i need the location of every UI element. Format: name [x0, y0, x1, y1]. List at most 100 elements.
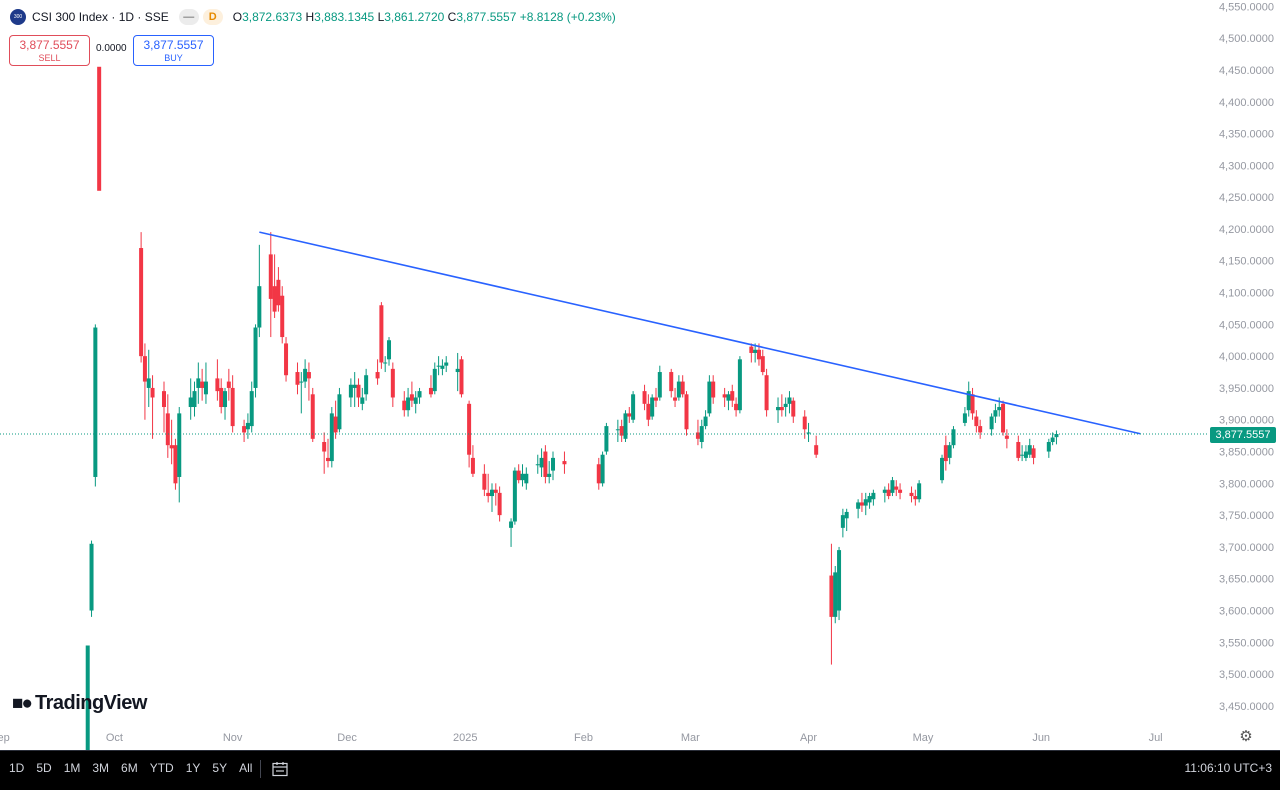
- tradingview-logo[interactable]: ■● TradingView: [12, 692, 147, 715]
- candle: [547, 461, 552, 484]
- candle-body: [303, 368, 308, 382]
- minus-icon[interactable]: —: [178, 9, 199, 25]
- sell-button[interactable]: 3,877.5557 SELL: [9, 35, 90, 66]
- candle-body: [551, 457, 556, 471]
- candle: [676, 375, 681, 401]
- candle-body: [833, 572, 838, 617]
- candle-body: [161, 391, 166, 408]
- candle: [600, 451, 605, 487]
- bottom-toolbar: 1D 5D 1M 3M 6M YTD 1Y 5Y All 11:06:10 UT…: [0, 750, 1280, 790]
- candle-body: [619, 426, 624, 436]
- candle-body: [325, 457, 330, 462]
- data-status-badge[interactable]: D: [202, 9, 223, 25]
- range-5d[interactable]: 5D: [36, 761, 52, 775]
- candle: [791, 397, 796, 423]
- price-axis-bg[interactable]: [1209, 0, 1280, 750]
- range-1d[interactable]: 1D: [9, 761, 25, 775]
- x-tick-label: Jul: [1149, 732, 1163, 744]
- candle: [627, 407, 632, 423]
- candle: [93, 324, 98, 487]
- candle-body: [543, 451, 548, 477]
- candle: [329, 407, 334, 468]
- y-tick-label: 4,550.0000: [1219, 1, 1274, 13]
- candle: [177, 407, 182, 503]
- candle: [1046, 438, 1051, 458]
- x-tick-label: Sep: [0, 732, 10, 744]
- x-tick-label: May: [913, 732, 934, 744]
- candle-body: [364, 375, 369, 395]
- candle: [562, 451, 567, 474]
- candle-body: [165, 413, 170, 446]
- candle-body: [85, 645, 90, 750]
- candle-body: [245, 422, 250, 430]
- sell-price: 3,877.5557: [19, 38, 80, 52]
- candle: [737, 356, 742, 414]
- candle-body: [192, 391, 197, 408]
- candle-body: [993, 410, 998, 417]
- candle: [989, 413, 994, 436]
- range-6m[interactable]: 6M: [121, 761, 138, 775]
- candle: [295, 362, 300, 395]
- candle-body: [642, 391, 647, 404]
- candle: [440, 359, 445, 376]
- calendar-icon[interactable]: [271, 760, 289, 778]
- symbol-title[interactable]: CSI 300 Index · 1D · SSE: [32, 10, 169, 24]
- candle: [1020, 445, 1025, 462]
- chart-area[interactable]: 3,450.0000 3,500.0000 3,550.0000 3,600.0000…: [0, 0, 1280, 750]
- candle: [310, 387, 315, 442]
- buy-button[interactable]: 3,877.5557 BUY: [133, 35, 214, 66]
- candle: [459, 356, 464, 398]
- candle: [245, 413, 250, 439]
- candle: [543, 445, 548, 484]
- candle: [272, 254, 277, 318]
- range-1m[interactable]: 1M: [63, 761, 81, 775]
- candle: [779, 394, 784, 417]
- gear-icon[interactable]: ⚙: [1239, 728, 1253, 745]
- candle-body: [226, 381, 231, 388]
- candle-body: [695, 432, 700, 439]
- candle: [913, 489, 918, 506]
- symbol-logo[interactable]: 300: [10, 9, 26, 25]
- clock[interactable]: 11:06:10 UTC+3: [1184, 761, 1273, 775]
- candle-body: [776, 407, 781, 411]
- candle-body: [177, 413, 182, 477]
- candle: [348, 378, 353, 408]
- range-ytd[interactable]: YTD: [149, 761, 174, 775]
- candle: [962, 407, 967, 427]
- candle: [657, 365, 662, 401]
- candle-body: [284, 343, 289, 376]
- candle: [268, 232, 273, 338]
- candle-body: [1050, 437, 1055, 442]
- range-1y[interactable]: 1Y: [185, 761, 201, 775]
- candle-body: [726, 394, 731, 401]
- price-chart[interactable]: 3,450.0000 3,500.0000 3,550.0000 3,600.0000…: [0, 0, 1280, 750]
- buy-label: BUY: [164, 53, 183, 63]
- candle: [417, 387, 422, 404]
- candle: [551, 451, 556, 481]
- range-all[interactable]: All: [239, 761, 253, 775]
- candle: [970, 387, 975, 420]
- candle: [726, 391, 731, 411]
- y-tick-label: 3,700.0000: [1219, 542, 1274, 554]
- candle: [356, 378, 361, 408]
- candle: [337, 387, 342, 433]
- range-5y[interactable]: 5Y: [212, 761, 228, 775]
- candle: [390, 362, 395, 408]
- candle-body: [882, 489, 887, 493]
- y-tick-label: 3,550.0000: [1219, 637, 1274, 649]
- y-tick-label: 4,150.0000: [1219, 256, 1274, 268]
- candle: [383, 356, 388, 373]
- candle: [940, 454, 945, 484]
- candle: [806, 422, 811, 442]
- range-3m[interactable]: 3M: [92, 761, 110, 775]
- toolbar-separator: [260, 760, 261, 778]
- candle-body: [962, 413, 967, 423]
- candle-body: [837, 550, 842, 611]
- candle: [470, 445, 475, 477]
- candle-body: [676, 381, 681, 398]
- candle: [890, 476, 895, 497]
- candle-body: [406, 397, 411, 411]
- candle: [1023, 445, 1028, 462]
- candle-body: [257, 286, 262, 328]
- candle-body: [1016, 441, 1021, 458]
